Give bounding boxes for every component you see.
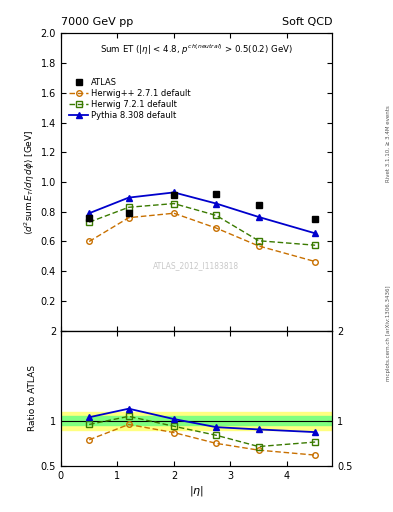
Herwig 7.2.1 default xyxy=(256,238,261,244)
Text: ATLAS_2012_I1183818: ATLAS_2012_I1183818 xyxy=(153,261,240,270)
ATLAS xyxy=(256,202,261,208)
Pythia 8.308 default xyxy=(87,210,92,216)
Herwig++ 2.7.1 default xyxy=(214,225,219,231)
Herwig 7.2.1 default xyxy=(87,219,92,225)
Bar xyxy=(61,412,332,430)
ATLAS xyxy=(313,216,318,222)
Herwig++ 2.7.1 default xyxy=(256,243,261,249)
ATLAS xyxy=(171,193,176,199)
Line: ATLAS: ATLAS xyxy=(86,191,318,222)
Herwig++ 2.7.1 default xyxy=(313,259,318,265)
Y-axis label: Ratio to ATLAS: Ratio to ATLAS xyxy=(28,366,37,431)
Herwig 7.2.1 default xyxy=(214,212,219,219)
Line: Herwig++ 2.7.1 default: Herwig++ 2.7.1 default xyxy=(86,210,318,264)
Line: Herwig 7.2.1 default: Herwig 7.2.1 default xyxy=(86,201,318,248)
Herwig 7.2.1 default xyxy=(126,204,131,210)
Legend: ATLAS, Herwig++ 2.7.1 default, Herwig 7.2.1 default, Pythia 8.308 default: ATLAS, Herwig++ 2.7.1 default, Herwig 7.… xyxy=(68,76,193,122)
Text: mcplots.cern.ch [arXiv:1306.3436]: mcplots.cern.ch [arXiv:1306.3436] xyxy=(386,285,391,380)
Line: Pythia 8.308 default: Pythia 8.308 default xyxy=(86,189,318,237)
ATLAS xyxy=(126,210,131,216)
ATLAS xyxy=(87,215,92,221)
Text: Rivet 3.1.10, ≥ 3.4M events: Rivet 3.1.10, ≥ 3.4M events xyxy=(386,105,391,182)
Pythia 8.308 default xyxy=(256,214,261,220)
X-axis label: $|\eta|$: $|\eta|$ xyxy=(189,483,204,498)
Pythia 8.308 default xyxy=(214,201,219,207)
Herwig++ 2.7.1 default xyxy=(87,239,92,245)
Bar xyxy=(61,416,332,425)
Pythia 8.308 default xyxy=(171,189,176,196)
Herwig++ 2.7.1 default xyxy=(126,215,131,221)
ATLAS xyxy=(214,191,219,197)
Y-axis label: $\langle d^2\mathrm{sum}\,E_T / d\eta\,d\phi \rangle$ [GeV]: $\langle d^2\mathrm{sum}\,E_T / d\eta\,d… xyxy=(22,130,37,234)
Pythia 8.308 default xyxy=(313,230,318,237)
Text: Soft QCD: Soft QCD xyxy=(282,16,332,27)
Herwig++ 2.7.1 default xyxy=(171,210,176,216)
Text: Sum ET ($|\eta|$ < 4.8, $p^{ch(neutral)}$ > 0.5(0.2) GeV): Sum ET ($|\eta|$ < 4.8, $p^{ch(neutral)}… xyxy=(100,42,293,57)
Text: 7000 GeV pp: 7000 GeV pp xyxy=(61,16,133,27)
Herwig 7.2.1 default xyxy=(313,242,318,248)
Herwig 7.2.1 default xyxy=(171,201,176,207)
Pythia 8.308 default xyxy=(126,195,131,201)
